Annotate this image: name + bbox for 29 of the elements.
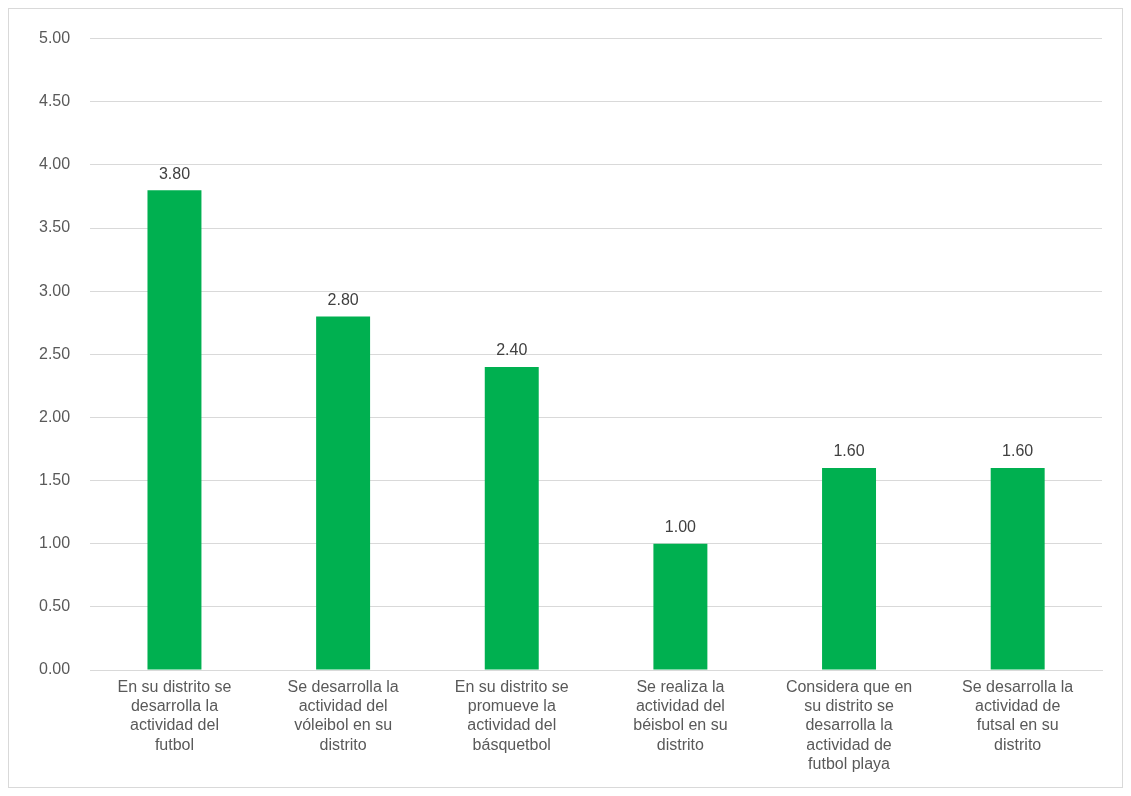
bar — [822, 467, 877, 670]
y-tick-label: 1.50 — [39, 470, 71, 488]
bar — [990, 467, 1045, 670]
y-tick-label: 2.00 — [39, 407, 71, 425]
bar — [316, 316, 371, 670]
y-tick-label: 2.50 — [39, 344, 71, 362]
data-label: 2.80 — [327, 290, 359, 308]
bar — [147, 190, 202, 670]
x-tick-label: En su distrito se desarrolla la actividad del futbol — [117, 678, 232, 753]
x-tick-label: Se realiza la actividad del béisbol en su distrito — [633, 678, 728, 753]
x-tick-label: Se desarrolla la actividad del vóleibol en su distrito — [287, 678, 399, 753]
y-tick-label: 3.00 — [39, 281, 71, 299]
y-tick-label: 0.00 — [39, 660, 71, 678]
y-tick-label: 4.00 — [39, 155, 71, 173]
data-label: 3.80 — [158, 164, 191, 182]
x-tick-label: Se desarrolla la actividad de futsal en su distrito — [962, 678, 1074, 753]
y-tick-label: 0.50 — [39, 597, 71, 615]
bar — [653, 543, 708, 670]
data-label: 1.60 — [1002, 442, 1034, 460]
data-label: 1.60 — [833, 442, 865, 460]
data-label: 1.00 — [664, 518, 697, 536]
x-tick-label: Considera que en su distrito se desarrolla la actividad de futbol playa — [785, 678, 913, 772]
y-tick-label: 3.50 — [39, 218, 71, 236]
x-tick-label: En su distrito se promueve la actividad del básquetbol — [454, 678, 569, 753]
data-label: 2.40 — [496, 341, 528, 359]
y-tick-label: 5.00 — [39, 29, 71, 47]
bar — [484, 366, 539, 670]
y-tick-label: 1.00 — [39, 534, 71, 552]
y-tick-label: 4.50 — [39, 92, 71, 110]
